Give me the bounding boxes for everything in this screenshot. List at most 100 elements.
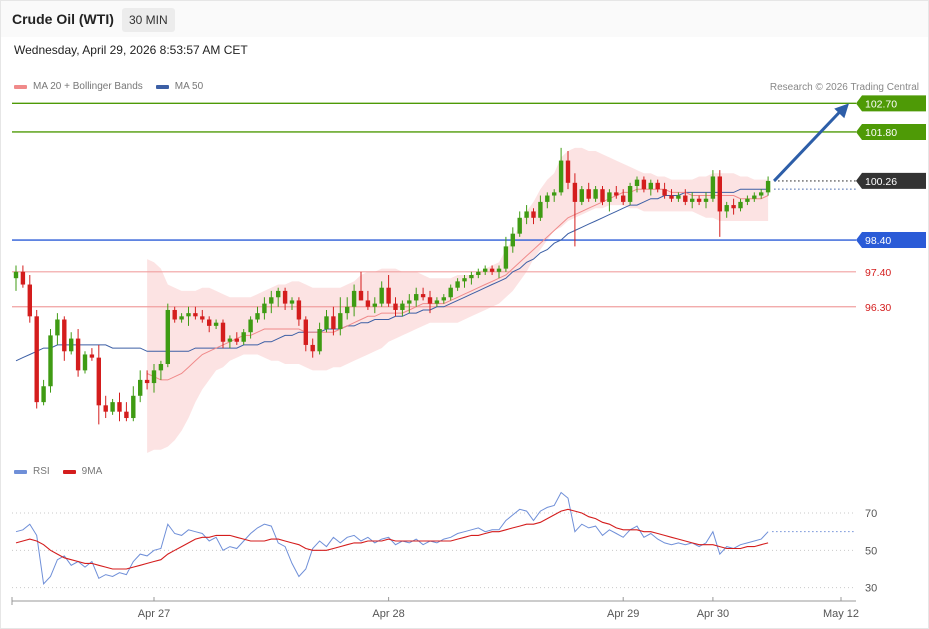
candle-body bbox=[765, 180, 771, 193]
candle-body bbox=[496, 268, 502, 272]
candle-body bbox=[186, 313, 191, 317]
legend-ma50-swatch bbox=[155, 84, 169, 89]
candle-body bbox=[248, 319, 253, 333]
candle-body bbox=[62, 319, 67, 352]
legend-rsi-swatch bbox=[14, 469, 27, 474]
datetime-label: Wednesday, April 29, 2026 8:53:57 AM CET bbox=[14, 43, 248, 57]
legend-ma50[interactable]: MA 50 bbox=[155, 81, 203, 92]
candle-body bbox=[151, 370, 157, 384]
candle-body bbox=[117, 402, 122, 412]
candle-body bbox=[572, 182, 578, 202]
candle-body bbox=[393, 303, 398, 310]
legend-9ma-label: 9MA bbox=[81, 466, 103, 477]
candle-body bbox=[13, 271, 19, 279]
level-tag-101-80 bbox=[856, 123, 926, 140]
candle-body bbox=[158, 364, 164, 371]
candle-body bbox=[627, 186, 633, 202]
level-tag-102-70 bbox=[856, 95, 926, 112]
candle-body bbox=[96, 357, 101, 406]
candle-body bbox=[262, 303, 267, 314]
rsi-legend: RSI 9MA bbox=[14, 466, 115, 477]
candle-body bbox=[621, 195, 626, 202]
candle-body bbox=[317, 329, 322, 352]
candle-body bbox=[655, 182, 660, 190]
candle-body bbox=[552, 192, 557, 196]
candle-body bbox=[310, 344, 315, 352]
candle-body bbox=[503, 246, 509, 269]
candle-body bbox=[269, 297, 274, 304]
ma50-line bbox=[15, 188, 769, 362]
candle-body bbox=[586, 189, 591, 199]
candle-body bbox=[331, 316, 336, 330]
candle-body bbox=[165, 309, 170, 364]
legend-ma20[interactable]: MA 20 + Bollinger Bands bbox=[14, 81, 143, 92]
candle-body bbox=[676, 195, 681, 199]
x-tick-label: Apr 28 bbox=[372, 608, 404, 620]
candle-body bbox=[448, 287, 453, 298]
level-label-97-40: 97.40 bbox=[865, 267, 891, 279]
candle-body bbox=[144, 379, 150, 384]
candle-body bbox=[41, 386, 46, 403]
candle-body bbox=[510, 233, 515, 247]
level-tag-text-98-40: 98.40 bbox=[865, 235, 891, 247]
main-legend: MA 20 + Bollinger Bands MA 50 bbox=[14, 81, 216, 92]
candle-body bbox=[386, 287, 391, 304]
candle-body bbox=[48, 335, 53, 387]
candle-body bbox=[303, 319, 308, 345]
candle-body bbox=[358, 290, 364, 301]
candle-body bbox=[345, 306, 350, 314]
candle-body bbox=[696, 198, 702, 202]
candle-body bbox=[614, 192, 619, 196]
candle-body bbox=[82, 354, 88, 371]
candle-body bbox=[365, 300, 371, 307]
legend-9ma[interactable]: 9MA bbox=[62, 466, 103, 477]
candle-body bbox=[296, 300, 302, 320]
level-tag-text-101-80: 101.80 bbox=[865, 127, 897, 139]
x-tick-label: Apr 30 bbox=[697, 608, 729, 620]
x-tick-label: Apr 27 bbox=[138, 608, 170, 620]
candle-body bbox=[717, 176, 722, 212]
candle-body bbox=[517, 217, 522, 234]
level-tag-98-40 bbox=[856, 232, 926, 249]
candle-body bbox=[455, 281, 460, 288]
x-tick-label: May 12 bbox=[823, 608, 859, 620]
candle-body bbox=[289, 300, 295, 304]
candle-body bbox=[124, 411, 129, 419]
candle-body bbox=[55, 319, 60, 336]
legend-rsi[interactable]: RSI bbox=[14, 466, 50, 477]
legend-9ma-swatch bbox=[62, 469, 76, 474]
candle-body bbox=[476, 271, 481, 275]
interval-selector[interactable]: 30 MIN bbox=[122, 8, 175, 32]
candle-body bbox=[489, 268, 495, 272]
candle-body bbox=[276, 290, 281, 298]
candle-body bbox=[207, 319, 212, 326]
candle-body bbox=[351, 290, 357, 307]
candle-body bbox=[607, 192, 612, 202]
candle-body bbox=[241, 332, 246, 342]
candle-body bbox=[103, 405, 108, 412]
candle-body bbox=[407, 300, 412, 304]
candle-body bbox=[545, 195, 550, 202]
candle-body bbox=[462, 278, 467, 282]
candle-body bbox=[200, 316, 205, 320]
candle-body bbox=[34, 316, 39, 403]
candle-body bbox=[338, 313, 343, 330]
rsi-line bbox=[15, 491, 769, 586]
candle-body bbox=[213, 322, 219, 326]
candle-body bbox=[669, 195, 674, 199]
candle-body bbox=[579, 189, 584, 202]
candle-body bbox=[434, 300, 440, 304]
candle-body bbox=[220, 322, 226, 342]
rsi-tick-50: 50 bbox=[865, 545, 877, 557]
candle-body bbox=[234, 338, 239, 342]
candle-body bbox=[558, 160, 564, 193]
candle-body bbox=[731, 205, 736, 209]
candle-body bbox=[420, 294, 426, 298]
legend-ma20-label: MA 20 + Bollinger Bands bbox=[33, 81, 143, 92]
candle-body bbox=[20, 271, 26, 285]
candle-body bbox=[600, 189, 605, 202]
candle-body bbox=[110, 402, 115, 412]
candle-body bbox=[752, 195, 757, 199]
candle-body bbox=[131, 395, 136, 419]
